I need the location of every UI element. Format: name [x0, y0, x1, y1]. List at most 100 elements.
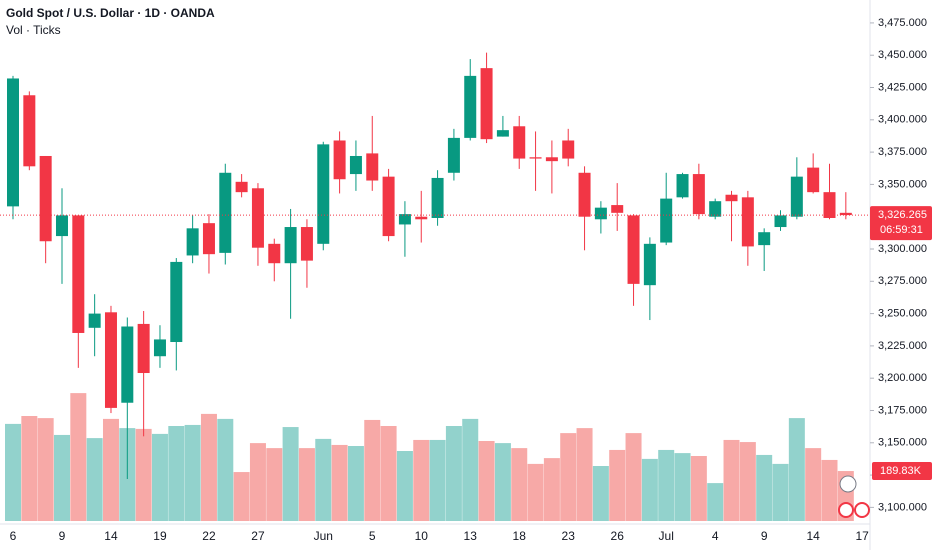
- candle-body: [153, 339, 166, 357]
- candle-body: [382, 176, 395, 237]
- x-tick-label: 18: [513, 529, 527, 543]
- candle-body: [170, 261, 183, 343]
- candle-body: [23, 95, 36, 167]
- volume-bar: [756, 454, 773, 521]
- alert-icon[interactable]: [839, 475, 857, 493]
- volume-label: 189.83K: [880, 465, 922, 477]
- volume-bar: [364, 419, 381, 521]
- candle-body: [284, 227, 297, 264]
- candle-body: [709, 201, 722, 217]
- y-tick-label: 3,175.000: [878, 404, 927, 416]
- candle-body: [137, 323, 150, 374]
- event-icon[interactable]: [854, 502, 870, 518]
- candle-body: [464, 75, 477, 138]
- volume-bar: [86, 438, 103, 521]
- candle-body: [545, 157, 558, 162]
- x-tick-label: 14: [806, 529, 820, 543]
- x-tick-label: 14: [104, 529, 118, 543]
- volume-bar: [184, 424, 201, 521]
- candle-body: [839, 212, 852, 216]
- y-tick-label: 3,300.000: [878, 243, 927, 255]
- volume-bar: [200, 413, 217, 521]
- volume-bar: [462, 418, 479, 521]
- y-tick-label: 3,275.000: [878, 275, 927, 287]
- x-tick-label: 26: [611, 529, 625, 543]
- candle-body: [398, 214, 411, 225]
- volume-bar: [560, 433, 577, 521]
- volume-bar: [151, 433, 168, 521]
- volume-bar: [135, 428, 152, 521]
- x-tick-label: Jul: [659, 529, 674, 543]
- x-tick-label: 5: [369, 529, 376, 543]
- candle-body: [513, 126, 526, 159]
- candle-body: [676, 174, 689, 198]
- candle-body: [235, 181, 248, 193]
- x-tick-label: 13: [464, 529, 478, 543]
- volume-bar: [233, 472, 250, 521]
- candle-body: [741, 197, 754, 247]
- volume-bar: [380, 426, 397, 521]
- volume-bar: [821, 459, 838, 521]
- candle-body: [823, 192, 836, 218]
- event-icon[interactable]: [838, 502, 854, 518]
- y-tick-label: 3,350.000: [878, 178, 927, 190]
- candle-body: [480, 68, 493, 140]
- volume-bar: [53, 434, 70, 521]
- candle-body: [300, 227, 313, 261]
- volume-bar: [494, 443, 511, 521]
- y-tick-label: 3,400.000: [878, 114, 927, 126]
- candle-body: [594, 207, 607, 220]
- volume-bar: [249, 443, 266, 521]
- volume-bar: [315, 438, 332, 521]
- volume-bar: [282, 427, 299, 521]
- candle-body: [611, 205, 624, 213]
- candle-body: [431, 177, 444, 218]
- volume-bar: [788, 418, 805, 521]
- volume-bar: [21, 416, 38, 521]
- volume-bar: [576, 428, 593, 521]
- legend-bg: [0, 0, 240, 40]
- volume-bar: [592, 466, 609, 521]
- candle-body: [104, 312, 117, 408]
- candle-body: [333, 140, 346, 180]
- x-tick-label: 10: [415, 529, 429, 543]
- candle-body: [72, 215, 85, 333]
- candle-body: [774, 215, 787, 228]
- volume-bar: [347, 446, 364, 521]
- x-tick-label: 6: [10, 529, 17, 543]
- x-tick-label: Jun: [314, 529, 333, 543]
- volume-bar: [396, 451, 413, 521]
- volume-bar: [217, 418, 234, 521]
- x-tick-label: 23: [562, 529, 576, 543]
- volume-bar: [478, 441, 495, 521]
- volume-bar: [641, 458, 658, 521]
- last-price-box: [870, 206, 932, 241]
- candle-body: [562, 140, 575, 159]
- candle-body: [807, 167, 820, 193]
- candle-body: [415, 216, 428, 220]
- candle-body: [758, 232, 771, 246]
- candle-body: [578, 172, 591, 217]
- volume-bar: [102, 418, 119, 521]
- candle-body: [317, 144, 330, 244]
- volume-bar: [331, 444, 348, 521]
- volume-bar: [527, 463, 544, 521]
- x-tick-label: 27: [251, 529, 265, 543]
- candle-body: [268, 243, 281, 264]
- chart-subtitle: Vol · Ticks: [6, 23, 61, 37]
- volume-bar: [625, 433, 642, 521]
- volume-bar: [168, 426, 185, 521]
- volume-bar: [805, 448, 822, 521]
- y-tick-label: 3,250.000: [878, 307, 927, 319]
- countdown: 06:59:31: [880, 224, 923, 236]
- volume-bar: [37, 418, 54, 521]
- y-tick-label: 3,475.000: [878, 17, 927, 29]
- candle-body: [121, 326, 134, 403]
- candle-body: [529, 157, 542, 159]
- candle-body: [366, 153, 379, 181]
- volume-bar: [413, 439, 430, 521]
- candle-body: [660, 198, 673, 243]
- volume-bar: [298, 448, 315, 521]
